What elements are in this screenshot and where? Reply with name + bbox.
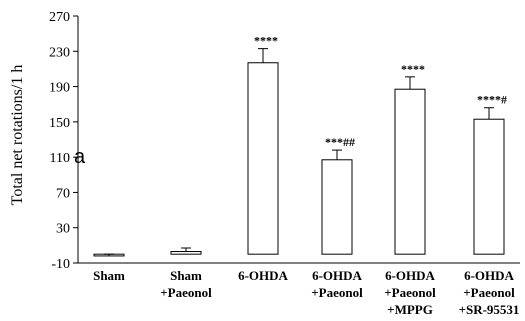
y-tick-label: 30 xyxy=(56,222,70,237)
category-label: +Paeonol xyxy=(311,285,363,300)
y-axis-title: Total net rotations/1 h xyxy=(9,65,26,206)
y-tick-label: 110 xyxy=(50,151,70,166)
y-tick-label: 150 xyxy=(49,116,70,131)
y-tick-label: 190 xyxy=(49,81,70,96)
significance-label: ****# xyxy=(477,93,507,107)
y-tick-label: 230 xyxy=(49,45,70,60)
bars: **** ***## **** ****# xyxy=(93,34,507,257)
category-label: Sham xyxy=(170,268,202,283)
bar xyxy=(394,88,426,255)
bar xyxy=(321,159,353,255)
bar xyxy=(473,118,505,255)
y-tick-label: 270 xyxy=(49,10,70,25)
category-label: +MPPG xyxy=(387,302,433,317)
significance-label: **** xyxy=(254,34,278,48)
category-label: +SR-95531 xyxy=(459,302,520,317)
category-label: Sham xyxy=(93,268,125,283)
category-label: +Paeonol xyxy=(160,285,212,300)
category-label: +Paeonol xyxy=(463,285,515,300)
panel-label: a xyxy=(74,146,86,168)
bar xyxy=(247,62,279,255)
category-labels: Sham Sham +Paeonol 6-OHDA 6-OHDA +Paeonol 6-OH… xyxy=(93,268,519,317)
significance-label: ***## xyxy=(325,135,355,149)
y-axis: -10 30 70 110 150 190 230 270 xyxy=(49,10,79,272)
category-label: 6-OHDA xyxy=(385,268,435,283)
y-tick-label: -10 xyxy=(51,257,70,272)
category-label: 6-OHDA xyxy=(312,268,362,283)
y-tick-label: 70 xyxy=(56,186,70,201)
bar xyxy=(170,251,202,255)
significance-label: **** xyxy=(401,62,425,76)
category-label: 6-OHDA xyxy=(464,268,514,283)
category-label: +Paeonol xyxy=(384,285,436,300)
category-label: 6-OHDA xyxy=(238,268,288,283)
